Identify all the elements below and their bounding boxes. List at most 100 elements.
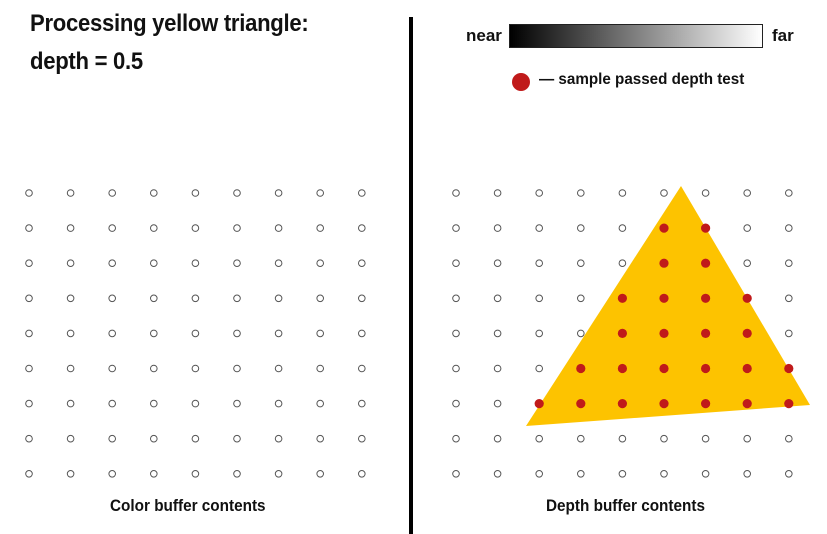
- passed-sample-1-5: [659, 223, 669, 233]
- color-buffer-sample-5-0: [25, 364, 33, 373]
- depth-buffer-sample-8-3: [577, 470, 585, 478]
- depth-buffer-sample-8-7: [743, 470, 752, 478]
- passed-sample-2-5: [659, 258, 669, 268]
- color-buffer-sample-7-6: [274, 434, 283, 443]
- color-buffer-sample-5-7: [316, 364, 325, 373]
- color-buffer-sample-8-6: [274, 470, 283, 478]
- color-buffer-sample-1-5: [233, 224, 241, 232]
- color-buffer-sample-1-6: [274, 224, 283, 232]
- passed-sample-6-2: [534, 399, 544, 409]
- color-buffer-sample-3-5: [233, 294, 241, 303]
- depth-buffer-sample-8-4: [618, 470, 627, 478]
- passed-sample-6-5: [659, 399, 669, 409]
- color-buffer-sample-7-7: [316, 434, 325, 443]
- passed-sample-5-5: [659, 363, 669, 374]
- color-buffer-sample-6-2: [108, 399, 116, 408]
- passed-sample-5-6: [701, 363, 711, 374]
- color-buffer-sample-7-1: [66, 434, 75, 443]
- color-buffer-sample-8-4: [191, 470, 200, 478]
- depth-buffer-sample-8-5: [660, 470, 668, 478]
- depth-buffer-sample-8-0: [452, 470, 460, 478]
- color-buffer-sample-3-4: [191, 294, 200, 303]
- depth-buffer-sample-8-6: [701, 470, 710, 478]
- depth-buffer-sample-5-0: [452, 364, 460, 373]
- depth-buffer-sample-0-3: [577, 189, 585, 197]
- color-buffer-sample-5-2: [108, 364, 116, 373]
- depth-buffer-sample-3-1: [493, 294, 502, 303]
- color-buffer-sample-1-7: [316, 224, 325, 232]
- color-buffer-sample-7-8: [358, 434, 366, 443]
- passed-sample-6-4: [617, 399, 628, 409]
- color-buffer-sample-1-4: [191, 224, 200, 232]
- passed-sample-2-6: [701, 258, 711, 268]
- passed-sample-3-4: [617, 293, 628, 303]
- depth-buffer-sample-1-2: [535, 224, 544, 232]
- depth-gradient-bar: [509, 24, 763, 48]
- color-buffer-caption: Color buffer contents: [110, 496, 266, 515]
- depth-buffer-sample-6-0: [452, 399, 460, 408]
- depth-buffer-sample-3-3: [577, 294, 585, 303]
- color-buffer-sample-8-0: [25, 470, 33, 478]
- color-buffer-sample-0-3: [150, 189, 158, 197]
- depth-buffer-sample-1-3: [577, 224, 585, 232]
- depth-buffer-sample-2-2: [535, 259, 544, 268]
- color-buffer-sample-4-0: [25, 329, 33, 338]
- color-buffer-sample-3-7: [316, 294, 325, 303]
- depth-buffer-sample-7-5: [660, 434, 668, 443]
- color-buffer-sample-6-7: [316, 399, 325, 408]
- color-buffer-sample-0-0: [25, 189, 33, 197]
- depth-buffer-sample-7-2: [535, 434, 544, 443]
- depth-buffer-sample-2-4: [618, 259, 627, 268]
- depth-buffer-sample-2-0: [452, 259, 460, 268]
- color-buffer-sample-2-3: [150, 259, 158, 268]
- color-buffer-sample-6-1: [66, 399, 75, 408]
- color-buffer-sample-5-4: [191, 364, 200, 373]
- color-buffer-sample-3-3: [150, 294, 158, 303]
- color-buffer-sample-6-3: [150, 399, 158, 408]
- yellow-triangle: [526, 186, 810, 426]
- depth-buffer-sample-0-7: [743, 189, 752, 197]
- depth-buffer-sample-3-8: [785, 294, 793, 303]
- color-buffer-sample-2-6: [274, 259, 283, 268]
- depth-buffer-sample-6-1: [493, 399, 502, 408]
- color-buffer-sample-4-3: [150, 329, 158, 338]
- color-buffer-sample-5-5: [233, 364, 241, 373]
- passed-sample-5-7: [742, 363, 752, 374]
- depth-buffer-sample-0-8: [785, 189, 793, 197]
- depth-buffer-sample-1-7: [743, 224, 752, 232]
- color-buffer-sample-3-6: [274, 294, 283, 303]
- color-buffer-sample-5-8: [358, 364, 366, 373]
- depth-buffer-sample-7-0: [452, 434, 460, 443]
- color-buffer-sample-8-2: [108, 470, 116, 478]
- depth-buffer-sample-5-2: [535, 364, 544, 373]
- depth-buffer-sample-0-0: [452, 189, 460, 197]
- color-buffer-sample-4-7: [316, 329, 325, 338]
- color-buffer-sample-7-2: [108, 434, 116, 443]
- depth-buffer-sample-4-3: [577, 329, 585, 338]
- depth-buffer-sample-5-1: [493, 364, 502, 373]
- color-buffer-sample-5-6: [274, 364, 283, 373]
- color-buffer-sample-7-4: [191, 434, 200, 443]
- color-buffer-sample-3-8: [358, 294, 366, 303]
- color-buffer-sample-2-8: [358, 259, 366, 268]
- color-buffer-sample-6-6: [274, 399, 283, 408]
- color-buffer-sample-0-4: [191, 189, 200, 197]
- passed-sample-6-3: [576, 399, 586, 409]
- depth-buffer-sample-4-0: [452, 329, 460, 338]
- color-buffer-sample-0-1: [66, 189, 75, 197]
- depth-buffer-sample-8-2: [535, 470, 544, 478]
- passed-sample-4-4: [617, 328, 628, 338]
- color-buffer-sample-7-3: [150, 434, 158, 443]
- color-buffer-sample-4-6: [274, 329, 283, 338]
- color-buffer-sample-1-8: [358, 224, 366, 232]
- title-line-1: Processing yellow triangle:: [30, 10, 309, 37]
- color-buffer-sample-5-1: [66, 364, 75, 373]
- color-buffer-sample-6-5: [233, 399, 241, 408]
- depth-buffer-sample-0-6: [701, 189, 710, 197]
- passed-sample-5-8: [784, 363, 794, 374]
- depth-buffer-caption: Depth buffer contents: [546, 496, 705, 515]
- legend-passed-dot-icon: [512, 73, 530, 91]
- passed-sample-5-3: [576, 363, 586, 374]
- depth-buffer-sample-7-7: [743, 434, 752, 443]
- depth-buffer-sample-7-3: [577, 434, 585, 443]
